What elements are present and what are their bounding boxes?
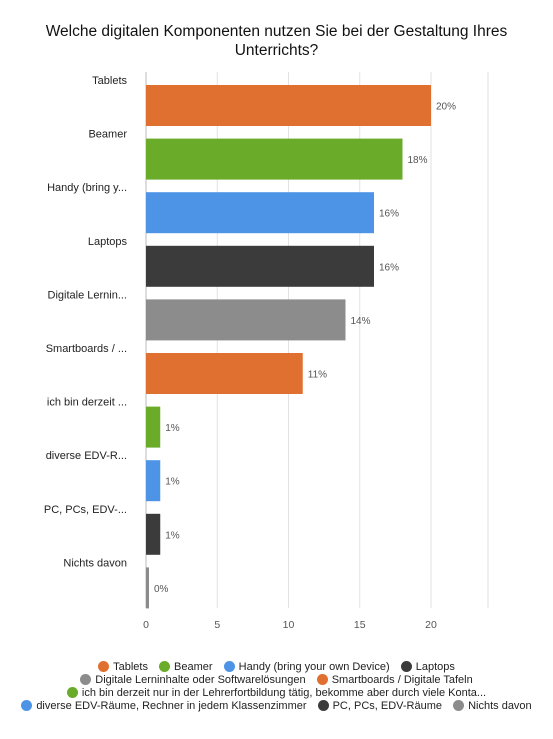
legend-marker-icon bbox=[80, 674, 92, 685]
x-tick-label: 5 bbox=[214, 619, 220, 631]
bar bbox=[146, 513, 161, 555]
bar bbox=[146, 192, 374, 234]
value-label: 1% bbox=[165, 477, 180, 488]
legend-item: Handy (bring your own Device) bbox=[223, 661, 390, 674]
legend-marker-icon bbox=[453, 700, 465, 711]
legend-marker-icon bbox=[159, 661, 171, 672]
category-label: Tablets bbox=[92, 75, 127, 87]
legend-marker-icon bbox=[400, 661, 412, 672]
legend-item: PC, PCs, EDV-Räume bbox=[317, 700, 443, 713]
value-label: 16% bbox=[379, 209, 399, 220]
category-label: PC, PCs, EDV-... bbox=[44, 504, 127, 516]
legend-item: Digitale Lerninhalte oder Softwarelösung… bbox=[80, 674, 306, 687]
bar bbox=[146, 85, 431, 126]
legend-label: PC, PCs, EDV-Räume bbox=[332, 700, 443, 712]
category-label: ich bin derzeit ... bbox=[47, 397, 127, 409]
legend-label: Laptops bbox=[415, 661, 455, 673]
category-label: Beamer bbox=[88, 129, 127, 141]
value-label: 18% bbox=[408, 155, 428, 166]
category-label: Smartboards / ... bbox=[46, 343, 127, 355]
chart-title: Welche digitalen Komponenten nutzen Sie … bbox=[45, 23, 508, 59]
value-label: 11% bbox=[308, 370, 327, 381]
x-tick-label: 15 bbox=[354, 619, 366, 631]
legend-item: diverse EDV-Räume, Rechner in jedem Klas… bbox=[21, 700, 307, 713]
legend-item: Beamer bbox=[159, 661, 213, 674]
category-label: Handy (bring y... bbox=[47, 182, 127, 194]
bar bbox=[146, 353, 303, 394]
legend-label: Beamer bbox=[174, 661, 213, 673]
value-label: 14% bbox=[351, 316, 371, 327]
legend-marker-icon bbox=[317, 700, 329, 711]
legend-label: Smartboards / Digitale Tafeln bbox=[331, 674, 473, 686]
legend-marker-icon bbox=[66, 687, 78, 698]
legend-label: ich bin derzeit nur in der Lehrerfortbil… bbox=[81, 687, 487, 699]
legend-item: ich bin derzeit nur in der Lehrerfortbil… bbox=[66, 687, 487, 700]
legend-label: Digitale Lerninhalte oder Softwarelösung… bbox=[95, 674, 306, 686]
category-label: Nichts davon bbox=[63, 557, 127, 569]
value-label: 1% bbox=[165, 423, 180, 434]
legend-item: Nichts davon bbox=[453, 700, 532, 713]
legend-label: diverse EDV-Räume, Rechner in jedem Klas… bbox=[36, 700, 307, 712]
x-tick-label: 10 bbox=[283, 619, 295, 631]
bar bbox=[146, 406, 161, 448]
legend-label: Tablets bbox=[113, 661, 148, 673]
category-label: diverse EDV-R... bbox=[46, 450, 127, 462]
x-tick-label: 20 bbox=[425, 619, 437, 631]
legend-marker-icon bbox=[98, 661, 110, 672]
category-label: Laptops bbox=[88, 236, 128, 248]
legend-marker-icon bbox=[223, 661, 235, 672]
value-label: 20% bbox=[436, 102, 456, 113]
legend-marker-icon bbox=[21, 700, 33, 711]
bar bbox=[146, 299, 346, 341]
value-label: 1% bbox=[165, 530, 180, 541]
legend-label: Nichts davon bbox=[468, 700, 532, 712]
legend-item: Tablets bbox=[98, 661, 148, 674]
bar bbox=[146, 138, 403, 180]
category-label: Digitale Lernin... bbox=[48, 289, 128, 301]
x-tick-label: 0 bbox=[143, 619, 149, 631]
bar bbox=[146, 245, 374, 287]
value-label: 0% bbox=[154, 584, 169, 595]
legend-label: Handy (bring your own Device) bbox=[238, 661, 390, 673]
bar bbox=[146, 460, 161, 502]
legend-item: Smartboards / Digitale Tafeln bbox=[316, 674, 473, 687]
chart-legend: Tablets Beamer Handy (bring your own Dev… bbox=[6, 661, 547, 713]
legend-marker-icon bbox=[316, 674, 328, 685]
value-label: 16% bbox=[379, 262, 399, 273]
bar bbox=[146, 567, 149, 609]
bar-chart: 0 5 10 15 20 Tablets 20% Beamer 18% Handy (bring … bbox=[44, 72, 489, 631]
legend-item: Laptops bbox=[400, 661, 455, 674]
